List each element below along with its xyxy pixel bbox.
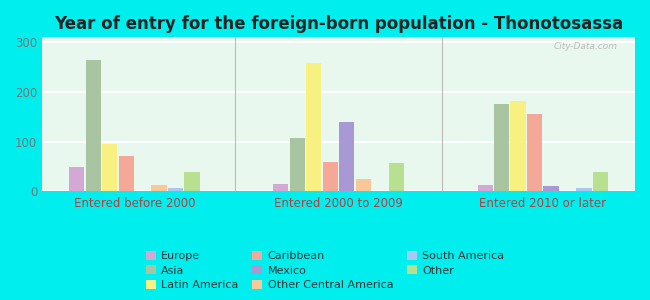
Bar — [69, 167, 84, 191]
Legend: Europe, Asia, Latin America, Caribbean, Mexico, Other Central America, South Ame: Europe, Asia, Latin America, Caribbean, … — [141, 246, 509, 294]
Bar — [274, 184, 289, 191]
Bar — [168, 188, 183, 191]
Bar — [389, 163, 404, 191]
Bar — [151, 185, 166, 191]
Bar — [339, 122, 354, 191]
Bar — [185, 172, 200, 191]
Bar — [593, 172, 608, 191]
Bar — [527, 114, 542, 191]
Bar — [86, 60, 101, 191]
Title: Year of entry for the foreign-born population - Thonotosassa: Year of entry for the foreign-born popul… — [54, 15, 623, 33]
Bar — [543, 187, 558, 191]
Bar — [118, 156, 134, 191]
Text: City-Data.com: City-Data.com — [553, 42, 618, 51]
Bar — [356, 179, 371, 191]
Bar — [306, 63, 322, 191]
Bar — [577, 188, 592, 191]
Bar — [510, 101, 526, 191]
Bar — [323, 162, 338, 191]
Bar — [102, 144, 117, 191]
Bar — [494, 104, 509, 191]
Bar — [478, 185, 493, 191]
Bar — [290, 138, 305, 191]
